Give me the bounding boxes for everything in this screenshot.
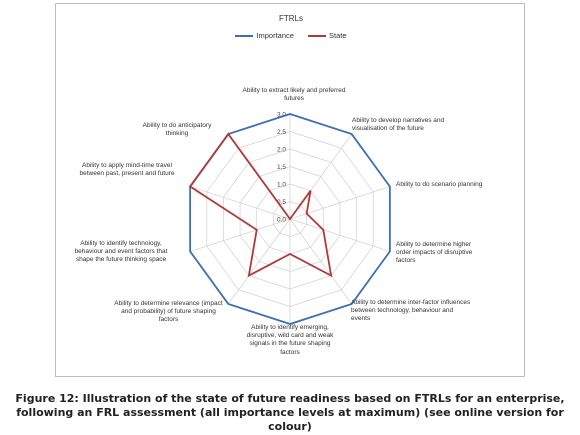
spoke-7 [227,218,291,305]
legend-item-importance: Importance [235,31,294,40]
legend-swatch-importance [235,35,254,38]
figure-caption: Figure 12: Illustration of the state of … [0,392,580,434]
chart-title: FTRLs [279,14,303,23]
spoke-4 [289,218,390,252]
caption-line-1: Figure 12: Illustration of the state of … [15,392,565,405]
r-tick-label-3: 1.5 [277,164,286,171]
axis-label-8: Ability to identify technology, behaviou… [74,240,168,264]
axis-label-4: Ability to determine higher order impact… [396,241,473,265]
axis-label-6: Ability to identify emerging, disruptive… [246,324,334,356]
radar-plot: 0.0 0.5 1.0 1.5 2.0 2.5 3.0 [188,112,391,325]
spoke-5 [289,218,353,305]
r-tick-label-5: 2.5 [277,129,286,136]
axis-label-2: Ability to develop narratives and visual… [352,117,445,133]
r-tick-label-6: 3.0 [277,112,286,119]
r-tick-label-0: 0.0 [277,217,286,224]
legend: Importance State [56,31,526,40]
axis-label-5: Ability to determine inter-factor influe… [351,299,471,323]
axis-label-10: Ability to do anticipatory thinking [142,122,212,138]
series-state-line [188,132,333,278]
spoke-9 [190,186,291,220]
legend-label-importance: Importance [256,31,294,40]
axis-label-1: Ability to extract likely and preferred … [242,87,346,103]
spoke-8 [190,218,291,252]
r-tick-label-2: 1.0 [277,182,286,189]
axis-label-7: Ability to determine relevance (impact a… [114,300,223,324]
chart-area: FTRLs Importance State 0.0 0.5 1.0 1.5 2.0 2.… [55,3,525,377]
axis-label-3: Ability to do scenario planning [396,181,483,188]
r-tick-label-4: 2.0 [277,147,286,154]
axis-label-9: Ability to apply mind-time travel betwee… [79,162,175,178]
legend-label-state: State [329,31,347,40]
r-tick-label-1: 0.5 [277,199,286,206]
legend-item-state: State [308,31,347,40]
legend-swatch-state [308,35,327,38]
caption-line-2: following an FRL assessment (all importa… [16,406,564,433]
